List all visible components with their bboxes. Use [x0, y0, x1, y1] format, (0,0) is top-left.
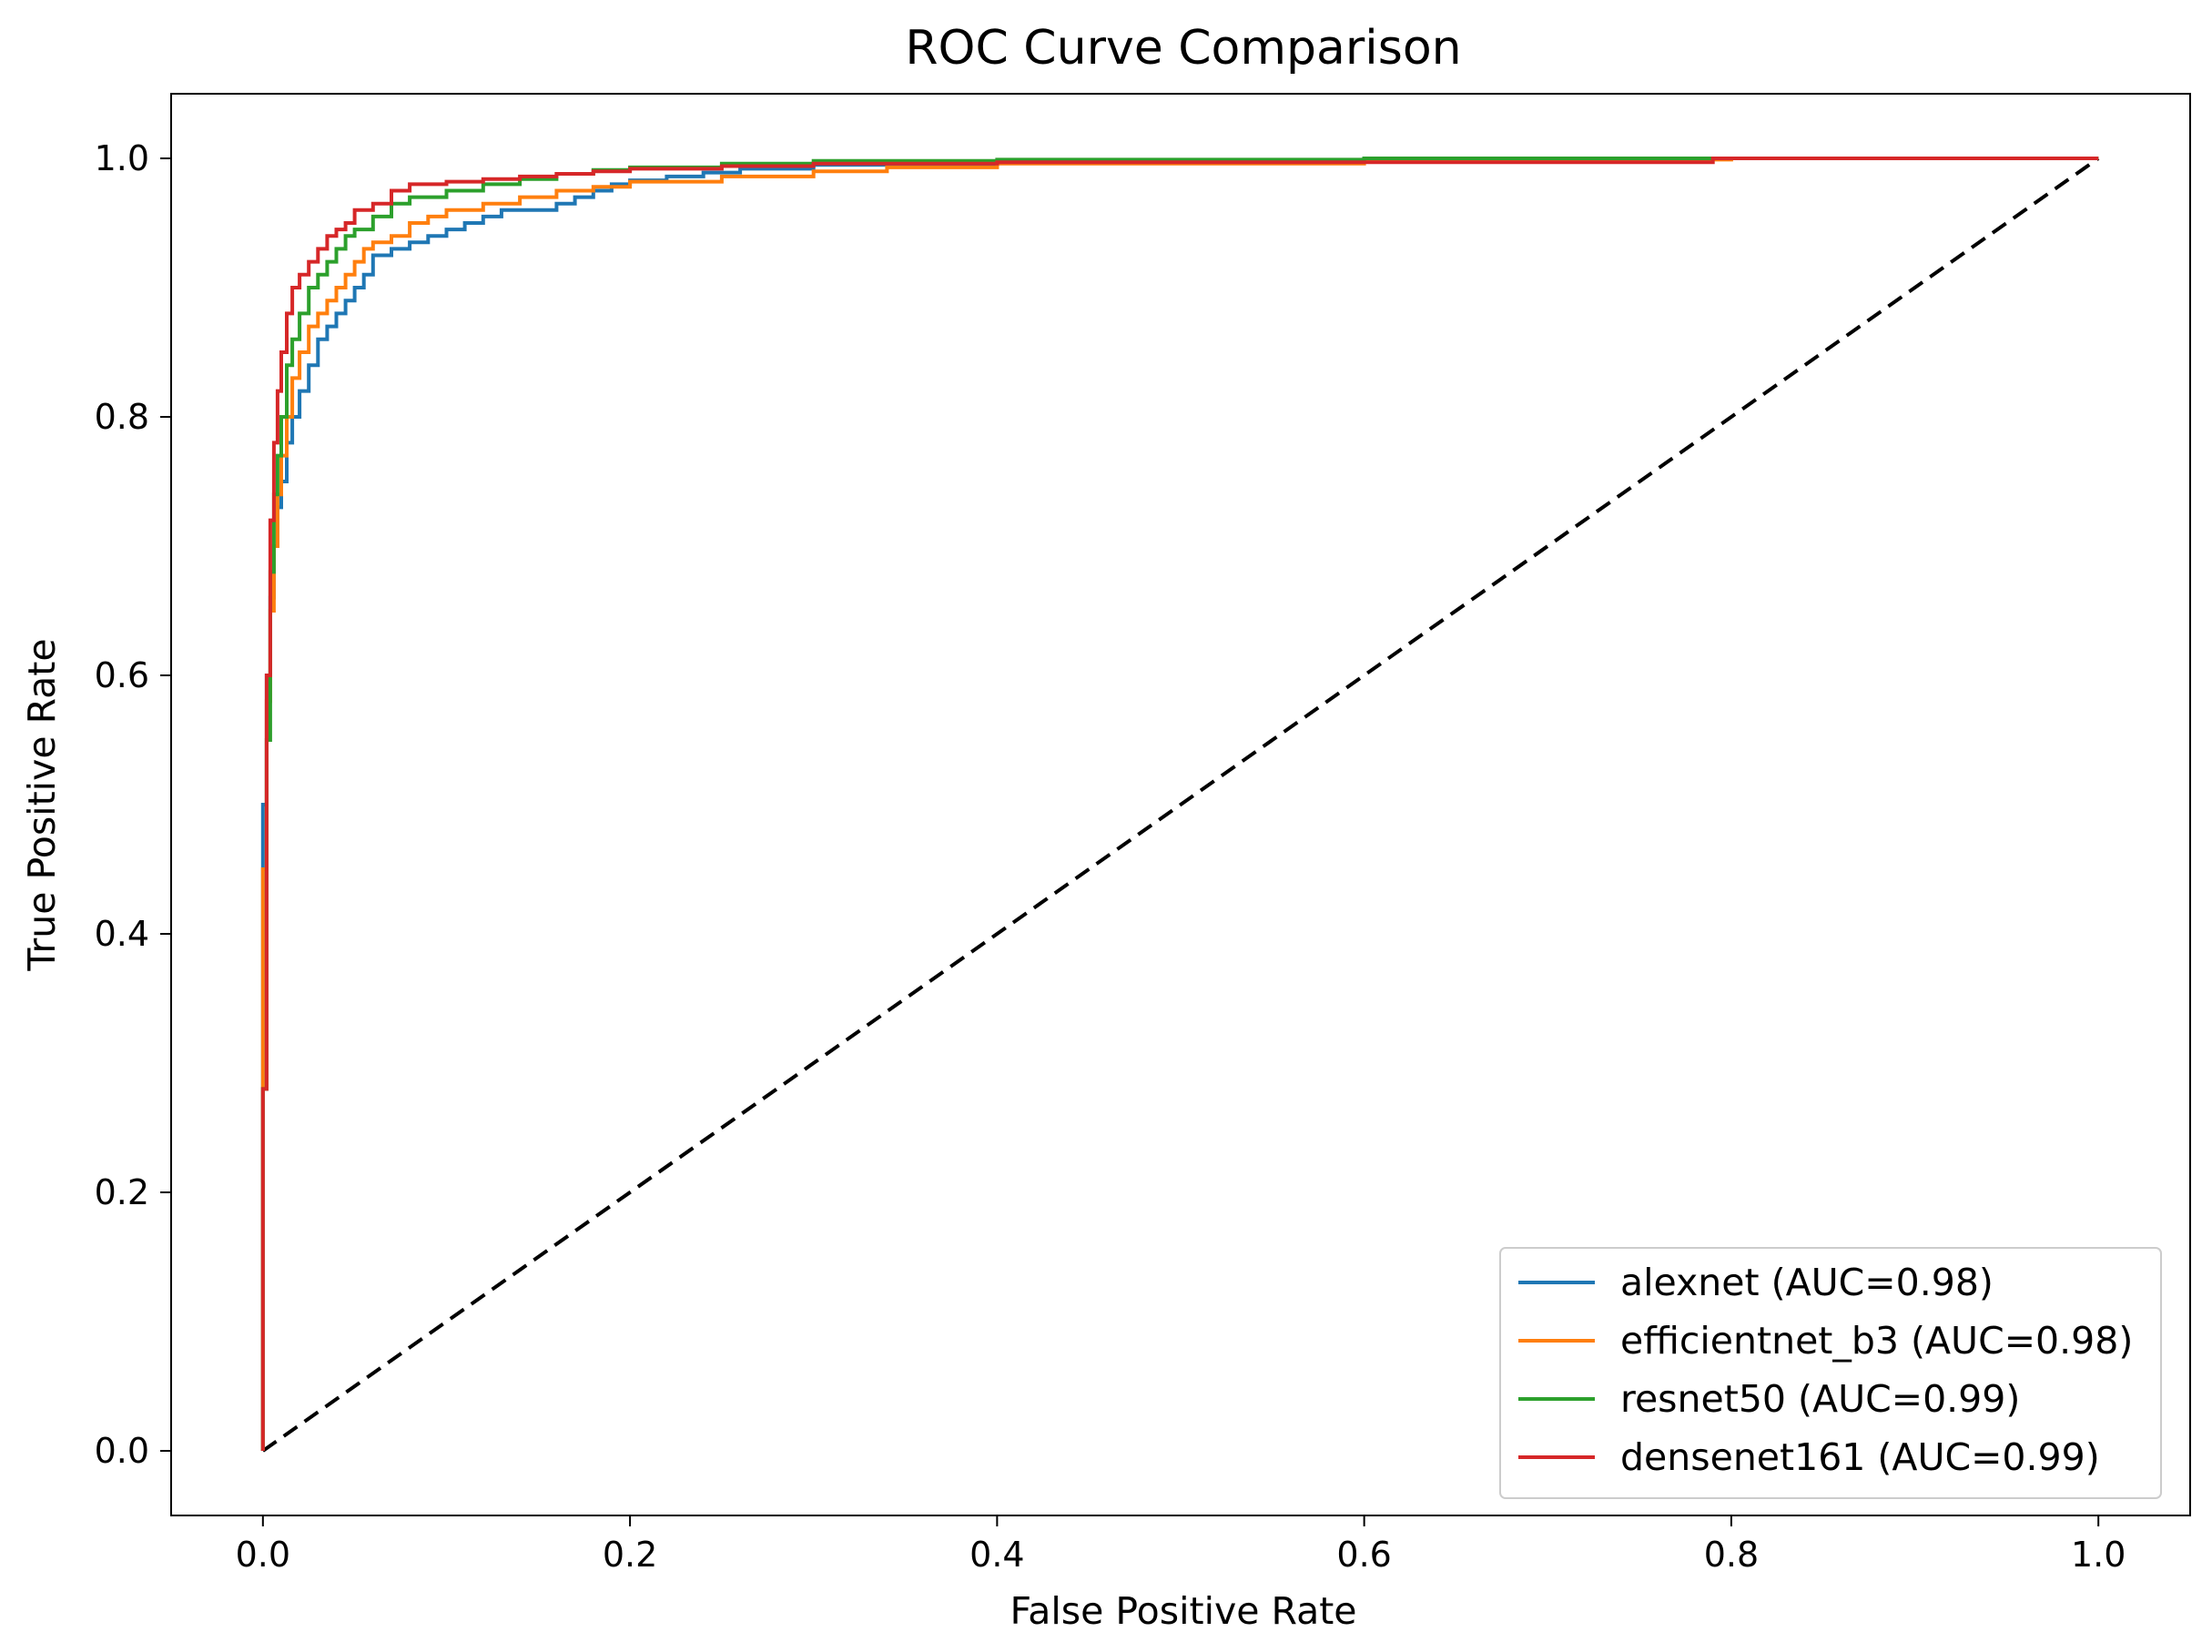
- legend: alexnet (AUC=0.98) efficientnet_b3 (AUC=0…: [1499, 1247, 2162, 1499]
- y-tick-label: 0.4: [95, 914, 149, 954]
- y-tick-label: 0.2: [95, 1172, 149, 1212]
- chance-diagonal-line: [261, 157, 2100, 1453]
- x-tick-label: 0.0: [236, 1535, 290, 1575]
- plot-frame: [170, 93, 2191, 1516]
- roc-line-3: [260, 157, 2099, 1451]
- legend-label-2: resnet50 (AUC=0.99): [1620, 1377, 2020, 1421]
- legend-box: [1499, 1247, 2162, 1499]
- y-axis-ticks: 0.0 0.2 0.4 0.6 0.8 1.0: [95, 138, 171, 1471]
- x-tick-label: 1.0: [2071, 1535, 2126, 1575]
- x-tick-label: 0.4: [969, 1535, 1024, 1575]
- roc-line-1: [260, 157, 2099, 1451]
- legend-label-0: alexnet (AUC=0.98): [1620, 1261, 1994, 1304]
- y-tick-label: 0.6: [95, 655, 149, 695]
- y-tick-label: 1.0: [95, 138, 149, 178]
- x-tick-label: 0.2: [603, 1535, 657, 1575]
- chart-title: ROC Curve Comparison: [905, 21, 1461, 76]
- legend-label-1: efficientnet_b3 (AUC=0.98): [1620, 1319, 2133, 1363]
- x-tick-label: 0.6: [1336, 1535, 1391, 1575]
- y-tick-label: 0.0: [95, 1431, 149, 1471]
- y-tick-label: 0.8: [95, 397, 149, 437]
- x-axis-label: False Positive Rate: [1010, 1589, 1356, 1633]
- x-tick-label: 0.8: [1704, 1535, 1759, 1575]
- roc-curves: [260, 157, 2100, 1453]
- x-axis-ticks: 0.0 0.2 0.4 0.6 0.8 1.0: [236, 1515, 2126, 1575]
- y-axis-label: True Positive Rate: [20, 638, 64, 971]
- legend-label-3: densenet161 (AUC=0.99): [1620, 1435, 2100, 1479]
